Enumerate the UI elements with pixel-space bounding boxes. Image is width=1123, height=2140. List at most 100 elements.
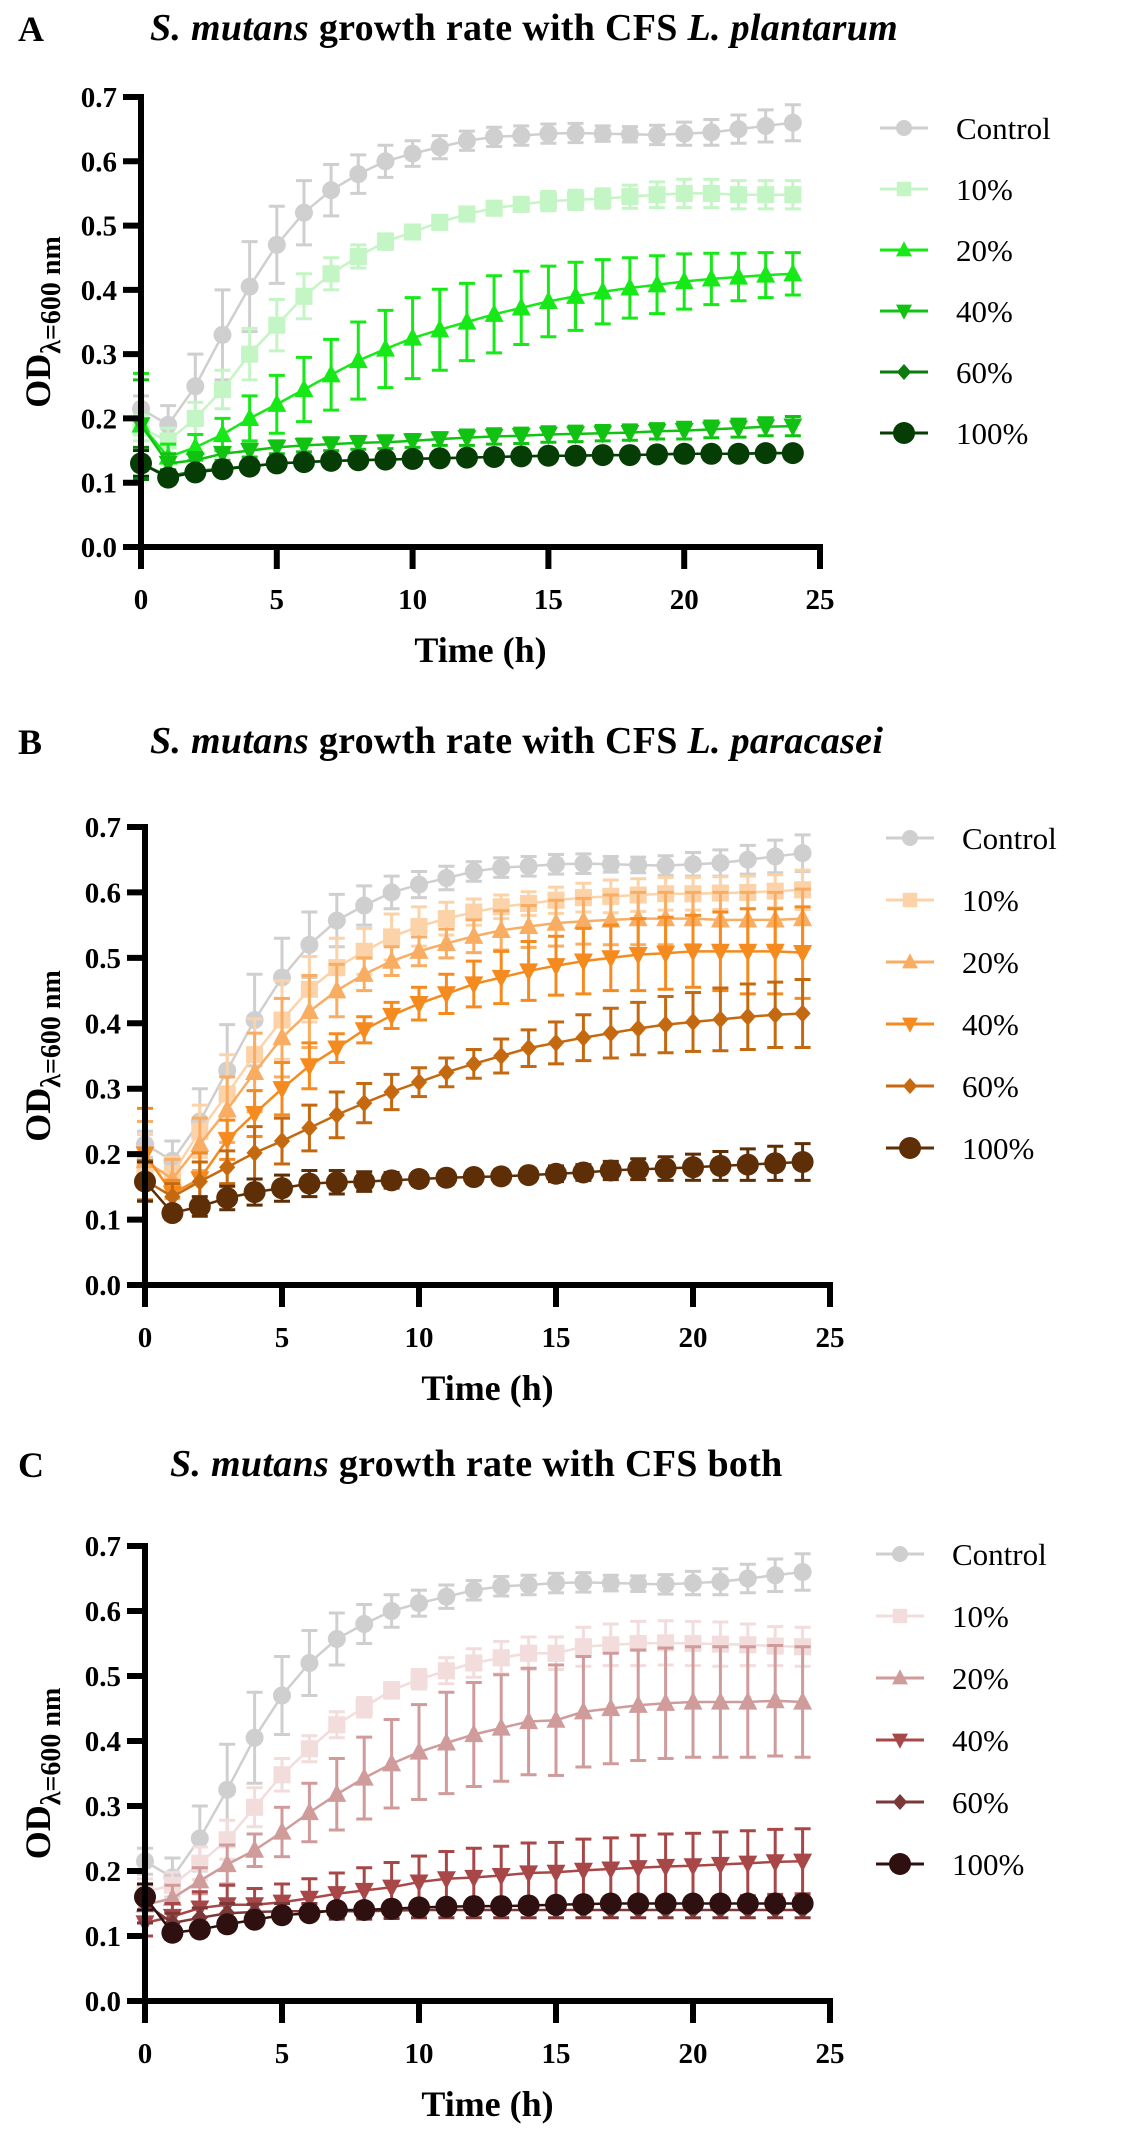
data-point [218,1780,237,1799]
data-point [647,274,667,293]
data-point [648,125,667,144]
data-point [484,303,504,322]
legend-label: 40% [956,294,1013,329]
data-point [464,1581,483,1600]
legend-label: 10% [962,883,1019,918]
x-tick-label: 15 [534,584,563,616]
legend-label: 60% [956,355,1013,390]
data-point [546,912,566,931]
y-tick-label: 0.5 [85,943,121,975]
data-point [546,1709,566,1728]
data-point [620,125,639,144]
data-point [327,1886,347,1905]
data-point [428,447,451,470]
data-point [573,1701,593,1720]
data-point [684,1574,702,1593]
data-point [217,1099,237,1118]
data-point [729,186,748,204]
data-point [457,430,477,449]
data-point [157,466,180,489]
data-point [490,1165,513,1188]
data-point [465,1054,482,1073]
legend-marker-circle-icon [899,1137,921,1159]
data-point [328,1105,345,1124]
legend-marker-circle-icon [902,830,918,846]
data-point [355,896,374,915]
data-point [349,165,368,184]
data-point [573,953,593,972]
x-axis-title: Time (h) [421,1368,553,1408]
data-point [211,458,234,481]
data-point [403,327,423,346]
data-point [765,943,785,962]
data-point [738,943,758,962]
data-point [410,1594,428,1613]
data-point [656,1575,675,1594]
x-tick-label: 20 [670,584,699,616]
data-point [356,1094,373,1113]
data-point [245,1105,265,1125]
chart-a: 0.0 0.1 0.2 0.3 0.4 0.5 0.6 0.7 0 5 10 15 20 25 Time (… [18,82,1051,670]
data-point [783,113,802,132]
data-point [409,1741,429,1760]
data-point [246,1143,263,1162]
legend-marker-triangle-up-icon [902,953,918,969]
data-point [355,1698,373,1716]
data-point [574,1638,592,1656]
data-point [738,1691,758,1710]
data-point [539,192,557,210]
data-point [213,325,232,344]
series-10pct [132,177,802,456]
legend-marker-triangle-up-icon [896,241,912,257]
legend-marker-diamond-icon [896,364,912,380]
legend-item: 100% [876,1847,1024,1882]
legend-label: Control [962,821,1057,856]
data-point [436,1871,456,1890]
data-point [683,943,703,962]
data-point [465,903,483,921]
data-point [602,1636,620,1654]
data-point [545,1162,567,1185]
data-point [457,131,476,150]
data-point [729,120,748,139]
data-point [213,380,232,399]
data-point [593,124,612,143]
legend-marker-circle-icon [892,1546,908,1562]
y-tick-label: 0.7 [85,812,121,844]
data-point [593,281,613,300]
legend-item: Control [880,111,1051,146]
data-point [602,1024,619,1043]
data-point [404,223,422,241]
data-point [674,271,694,290]
data-point [322,181,341,200]
data-point [321,436,341,455]
data-point [756,116,775,135]
x-tick-label: 0 [134,584,149,616]
data-point [566,124,585,142]
data-point [791,1892,814,1915]
data-point [382,950,402,969]
data-point [756,419,776,438]
data-point [628,1860,648,1879]
data-point [709,1154,732,1177]
data-point [738,850,757,869]
data-point [538,426,558,445]
y-axis-title-main: OD [18,354,58,408]
legend: Control 10% 20% 40% 60% 100% [880,111,1051,451]
data-point [353,1899,376,1921]
panel-title: S. mutans growth rate with CFS both [170,1442,783,1486]
y-tick-label: 0.6 [85,1596,121,1628]
data-point [243,1908,266,1931]
data-point [702,123,721,142]
legend-marker-triangle-down-icon [896,304,912,320]
legend-item: 40% [876,1723,1009,1758]
data-point [403,144,422,163]
data-point [325,1171,348,1194]
data-point [431,213,449,231]
data-point [783,418,803,437]
y-tick-label: 0.5 [81,211,117,243]
data-point [684,1012,702,1031]
legend-marker-circle-icon [896,120,912,136]
data-point [627,1158,650,1181]
data-point [491,969,511,988]
